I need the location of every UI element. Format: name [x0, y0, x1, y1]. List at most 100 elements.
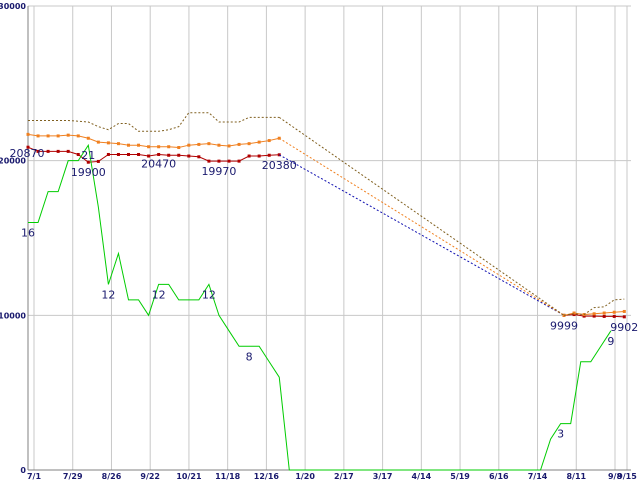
data-label: 19970	[201, 165, 236, 178]
x-tick-label: 3/17	[373, 472, 393, 480]
data-label: 12	[202, 288, 216, 301]
avg_short-point	[147, 145, 151, 149]
price-point	[86, 160, 90, 164]
data-label: 3	[557, 428, 564, 441]
price-gap-line	[279, 154, 565, 316]
data-label: 12	[152, 288, 166, 301]
data-label: 16	[21, 227, 35, 240]
price-point	[96, 159, 100, 163]
avg_short-point	[86, 136, 90, 140]
x-tick-label: 5/19	[450, 472, 470, 480]
x-tick-label: 9/22	[140, 472, 160, 480]
avg_short-point	[612, 310, 616, 314]
avg_short-point	[177, 146, 181, 150]
avg_long-gap-line	[278, 116, 565, 316]
price-point	[602, 314, 606, 318]
avg_short-point	[127, 143, 130, 147]
price-point	[227, 159, 231, 163]
avg_short-point	[26, 132, 30, 136]
avg_short-point	[187, 143, 191, 147]
avg_short-point	[197, 142, 201, 146]
price-point	[207, 159, 211, 163]
price-point	[167, 153, 171, 157]
avg_short-point	[116, 142, 120, 146]
price-point	[137, 152, 141, 156]
price-point	[46, 149, 50, 153]
x-tick-label: 7/29	[63, 472, 83, 480]
price-point	[36, 149, 40, 153]
x-tick-label: 2/17	[334, 472, 354, 480]
avg_short-point	[76, 134, 80, 138]
avg_short-point	[106, 141, 110, 145]
price-line	[27, 146, 280, 163]
avg_short-point	[227, 144, 231, 148]
x-tick-label: 11/18	[215, 472, 241, 480]
data-label: 20380	[262, 159, 297, 172]
price-point	[257, 154, 261, 158]
x-tick-label: 10/21	[176, 472, 202, 480]
avg_long-line	[563, 298, 625, 316]
price-point	[26, 145, 30, 149]
avg_short-point	[207, 142, 211, 146]
price-point	[612, 314, 616, 318]
x-tick-label: 8/11	[566, 472, 586, 480]
avg_short-point	[46, 134, 50, 138]
price-point	[247, 154, 251, 158]
price-point	[127, 152, 130, 156]
series	[26, 112, 626, 471]
price-point	[572, 313, 576, 317]
x-tick-label: 9/8	[608, 472, 622, 480]
data-label: 20870	[10, 147, 45, 160]
price-point	[157, 152, 161, 156]
avg_short-line	[27, 133, 280, 149]
y-tick-label: 0	[20, 466, 26, 475]
price-point	[187, 154, 191, 158]
avg_short-point	[96, 140, 100, 144]
data-label: 9902	[610, 321, 638, 334]
avg_short-point	[36, 134, 40, 138]
data-label: 8	[246, 350, 253, 363]
count-line	[28, 143, 612, 471]
avg_short-point	[257, 140, 261, 144]
x-tick-label: 4/14	[412, 472, 432, 480]
price-point	[592, 314, 596, 318]
price-point	[622, 315, 626, 319]
avg_short-point	[572, 311, 576, 315]
price-point	[267, 153, 271, 157]
price-point	[197, 155, 201, 159]
price-point	[56, 149, 60, 153]
price-point	[217, 159, 221, 163]
x-tick-label: 6/16	[489, 472, 509, 480]
y-tick-label: 10000	[0, 311, 26, 320]
avg_short-point	[167, 145, 171, 149]
price-point	[106, 152, 110, 156]
avg_short-point	[217, 143, 221, 147]
avg_short-point	[592, 312, 596, 316]
avg_short-point	[137, 143, 141, 147]
avg_short-point	[66, 133, 70, 137]
avg_short-point	[157, 145, 161, 149]
y-tick-label: 30000	[0, 2, 26, 11]
data-label: 9	[607, 335, 614, 348]
x-tick-label: 9/15	[617, 472, 637, 480]
x-tick-label: 7/14	[528, 472, 548, 480]
price-point	[582, 314, 586, 318]
price-point	[177, 153, 181, 157]
y-tick-label: 20000	[0, 157, 26, 166]
x-tick-label: 1/20	[295, 472, 315, 480]
x-tick-label: 8/26	[102, 472, 122, 480]
data-label: 9999	[550, 319, 578, 332]
avg_short-point	[602, 311, 606, 315]
avg_short-point	[247, 142, 251, 146]
price-point	[237, 159, 241, 163]
price-point	[66, 149, 70, 153]
avg_long-line	[28, 112, 280, 132]
x-tick-label: 7/1	[27, 472, 41, 480]
x-tick-label: 12/16	[254, 472, 280, 480]
price-point	[116, 152, 120, 156]
data-label: 20470	[141, 157, 176, 170]
data-label: 21	[81, 149, 95, 162]
data-label: 12	[101, 288, 115, 301]
